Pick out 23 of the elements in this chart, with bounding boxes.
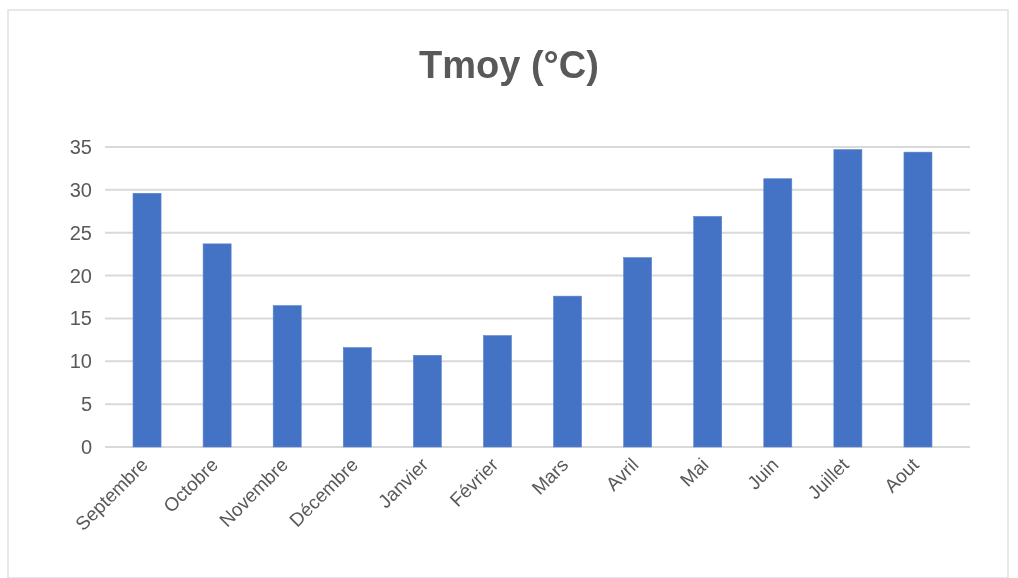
chart-title: Tmoy (°C) xyxy=(419,44,599,86)
bar xyxy=(623,257,652,448)
x-tick-label: Juin xyxy=(743,453,783,494)
y-tick-label: 15 xyxy=(69,307,92,330)
y-tick-label: 0 xyxy=(80,436,92,458)
y-tick-label: 10 xyxy=(69,350,92,373)
bar xyxy=(132,192,162,448)
x-tick-label: Mai xyxy=(676,453,713,491)
y-tick-label: 35 xyxy=(69,136,92,158)
bar xyxy=(413,354,442,448)
bar xyxy=(202,243,232,448)
bar xyxy=(903,151,933,448)
bar xyxy=(483,335,512,448)
y-tick-label: 5 xyxy=(80,393,92,416)
bar xyxy=(693,216,723,448)
y-tick-label: 30 xyxy=(69,178,92,201)
bar xyxy=(342,347,372,448)
bar xyxy=(833,149,863,448)
y-tick-label: 25 xyxy=(69,221,92,244)
bar xyxy=(553,295,582,448)
bar xyxy=(763,178,793,448)
bar xyxy=(272,305,302,448)
y-tick-label: 20 xyxy=(69,264,92,287)
